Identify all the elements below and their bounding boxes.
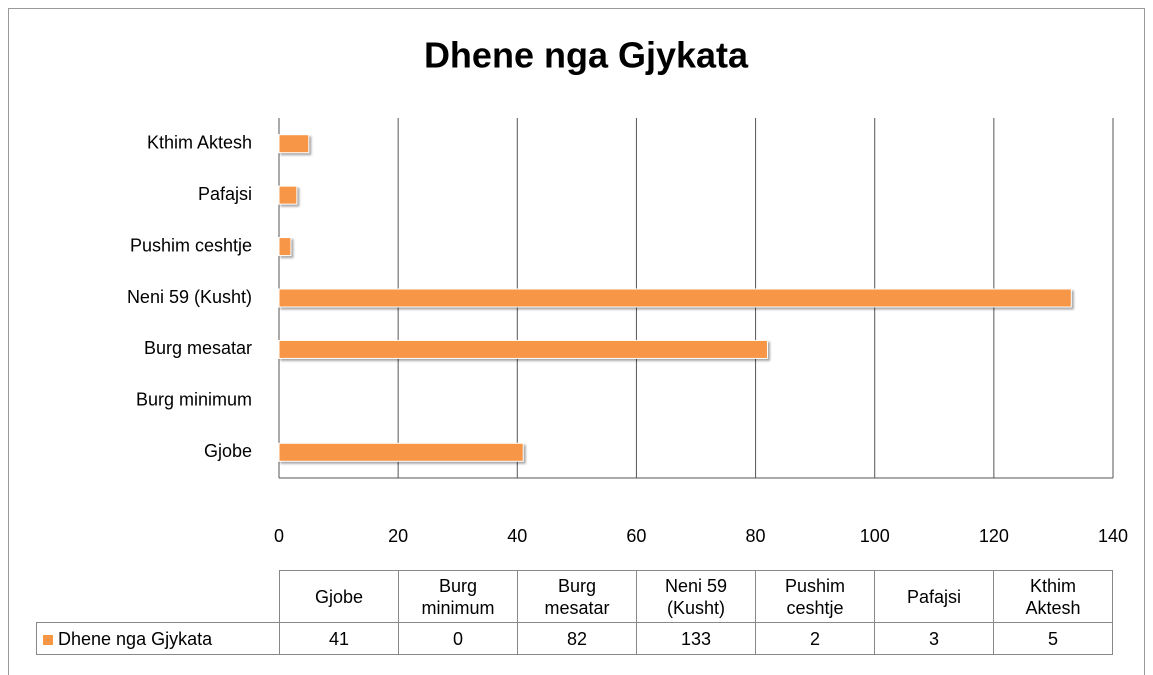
table-value-cell: 5	[993, 622, 1113, 655]
legend-cell: Dhene nga Gjykata	[36, 622, 280, 655]
table-value-cell: 0	[398, 622, 518, 655]
corner	[37, 571, 280, 623]
x-tick-label: 20	[388, 526, 408, 546]
table-header-cell: Neni 59 (Kusht)	[636, 570, 756, 623]
x-tick-label: 40	[507, 526, 527, 546]
bar	[278, 442, 524, 462]
table-header: Gjobe Burg minimum Burg mesatar Neni 59 (Ku…	[37, 570, 1113, 623]
y-tick-label: Burg mesatar	[144, 338, 252, 358]
x-tick-label: 100	[860, 526, 890, 546]
table-value-cell: 41	[279, 622, 399, 655]
bar	[278, 185, 298, 205]
chart-border	[8, 8, 1145, 675]
table-header-cell: Burg mesatar	[517, 570, 637, 623]
data-table: Gjobe Burg minimum Burg mesatar Neni 59 (Ku…	[36, 570, 1113, 655]
x-tick-label: 60	[626, 526, 646, 546]
table-header-cell: Pafajsi	[874, 570, 994, 623]
x-tick-label: 120	[979, 526, 1009, 546]
table-value-cell: 82	[517, 622, 637, 655]
bar	[278, 339, 768, 359]
bar	[278, 134, 310, 154]
x-tick-label: 140	[1098, 526, 1128, 546]
legend-swatch	[43, 634, 53, 645]
x-tick-label: 80	[746, 526, 766, 546]
table-header-cell: Gjobe	[279, 570, 399, 623]
legend-label: Dhene nga Gjykata	[58, 628, 213, 649]
y-tick-label: Kthim Aktesh	[147, 132, 252, 152]
y-tick-label: Pushim ceshtje	[130, 235, 252, 255]
x-tick-label: 0	[274, 526, 284, 546]
bar	[278, 288, 1072, 308]
chart-title: Dhene nga Gjykata	[424, 35, 749, 76]
table-value-cell: 3	[874, 622, 994, 655]
table-value-cell: 2	[755, 622, 875, 655]
table-value-cell: 133	[636, 622, 756, 655]
y-tick-label: Neni 59 (Kusht)	[127, 287, 252, 307]
table-header-cell: Burg minimum	[398, 570, 518, 623]
table-header-cell: Kthim Aktesh	[993, 570, 1113, 623]
table-header-cell: Pushim ceshtje	[755, 570, 875, 623]
y-tick-label: Pafajsi	[198, 184, 252, 204]
y-tick-label: Gjobe	[204, 441, 252, 461]
bar	[278, 237, 292, 257]
y-tick-label: Burg minimum	[136, 390, 252, 410]
table-row: Dhene nga Gjykata 41 0 82 133 2 3 5	[36, 622, 1113, 655]
